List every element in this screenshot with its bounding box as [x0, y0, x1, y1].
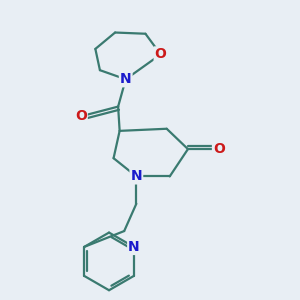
Text: N: N: [130, 169, 142, 183]
Text: N: N: [120, 72, 131, 86]
Text: O: O: [213, 142, 225, 156]
Text: N: N: [128, 240, 140, 254]
Text: O: O: [75, 109, 87, 123]
Text: O: O: [155, 47, 167, 61]
